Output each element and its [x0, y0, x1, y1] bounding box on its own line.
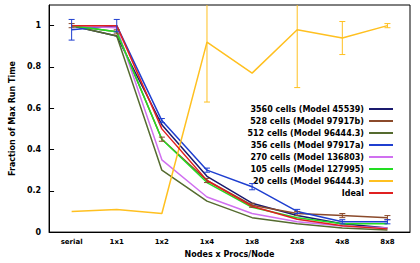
svg-text:0.6: 0.6: [27, 104, 42, 113]
svg-text:1x4: 1x4: [200, 238, 214, 246]
svg-text:0: 0: [35, 228, 41, 237]
svg-text:270 cells (Model 136803): 270 cells (Model 136803): [250, 153, 364, 162]
svg-text:8x8: 8x8: [380, 238, 394, 246]
svg-text:0.2: 0.2: [27, 186, 41, 195]
svg-text:3560 cells (Model 45539): 3560 cells (Model 45539): [250, 105, 364, 114]
svg-text:Ideal: Ideal: [342, 189, 365, 198]
svg-text:serial: serial: [61, 238, 83, 246]
svg-text:528 cells (Model 97917b): 528 cells (Model 97917b): [250, 117, 364, 126]
svg-text:20 cells (Model 96444.3): 20 cells (Model 96444.3): [253, 177, 364, 186]
svg-text:2x8: 2x8: [290, 238, 304, 246]
svg-text:1x1: 1x1: [110, 238, 124, 246]
svg-text:0.4: 0.4: [27, 145, 42, 154]
svg-text:Nodes x Procs/Node: Nodes x Procs/Node: [185, 250, 275, 259]
svg-text:105 cells (Model 127995): 105 cells (Model 127995): [250, 165, 364, 174]
svg-text:512 cells (Model 96444.3): 512 cells (Model 96444.3): [247, 129, 364, 138]
svg-text:Fraction of Max Run Time: Fraction of Max Run Time: [8, 61, 17, 177]
svg-text:1x8: 1x8: [245, 238, 259, 246]
svg-text:4x8: 4x8: [335, 238, 349, 246]
svg-text:0.8: 0.8: [27, 62, 42, 71]
svg-text:356 cells (Model 97917a): 356 cells (Model 97917a): [251, 141, 364, 150]
svg-text:1x2: 1x2: [155, 238, 169, 246]
svg-text:1: 1: [35, 21, 41, 30]
